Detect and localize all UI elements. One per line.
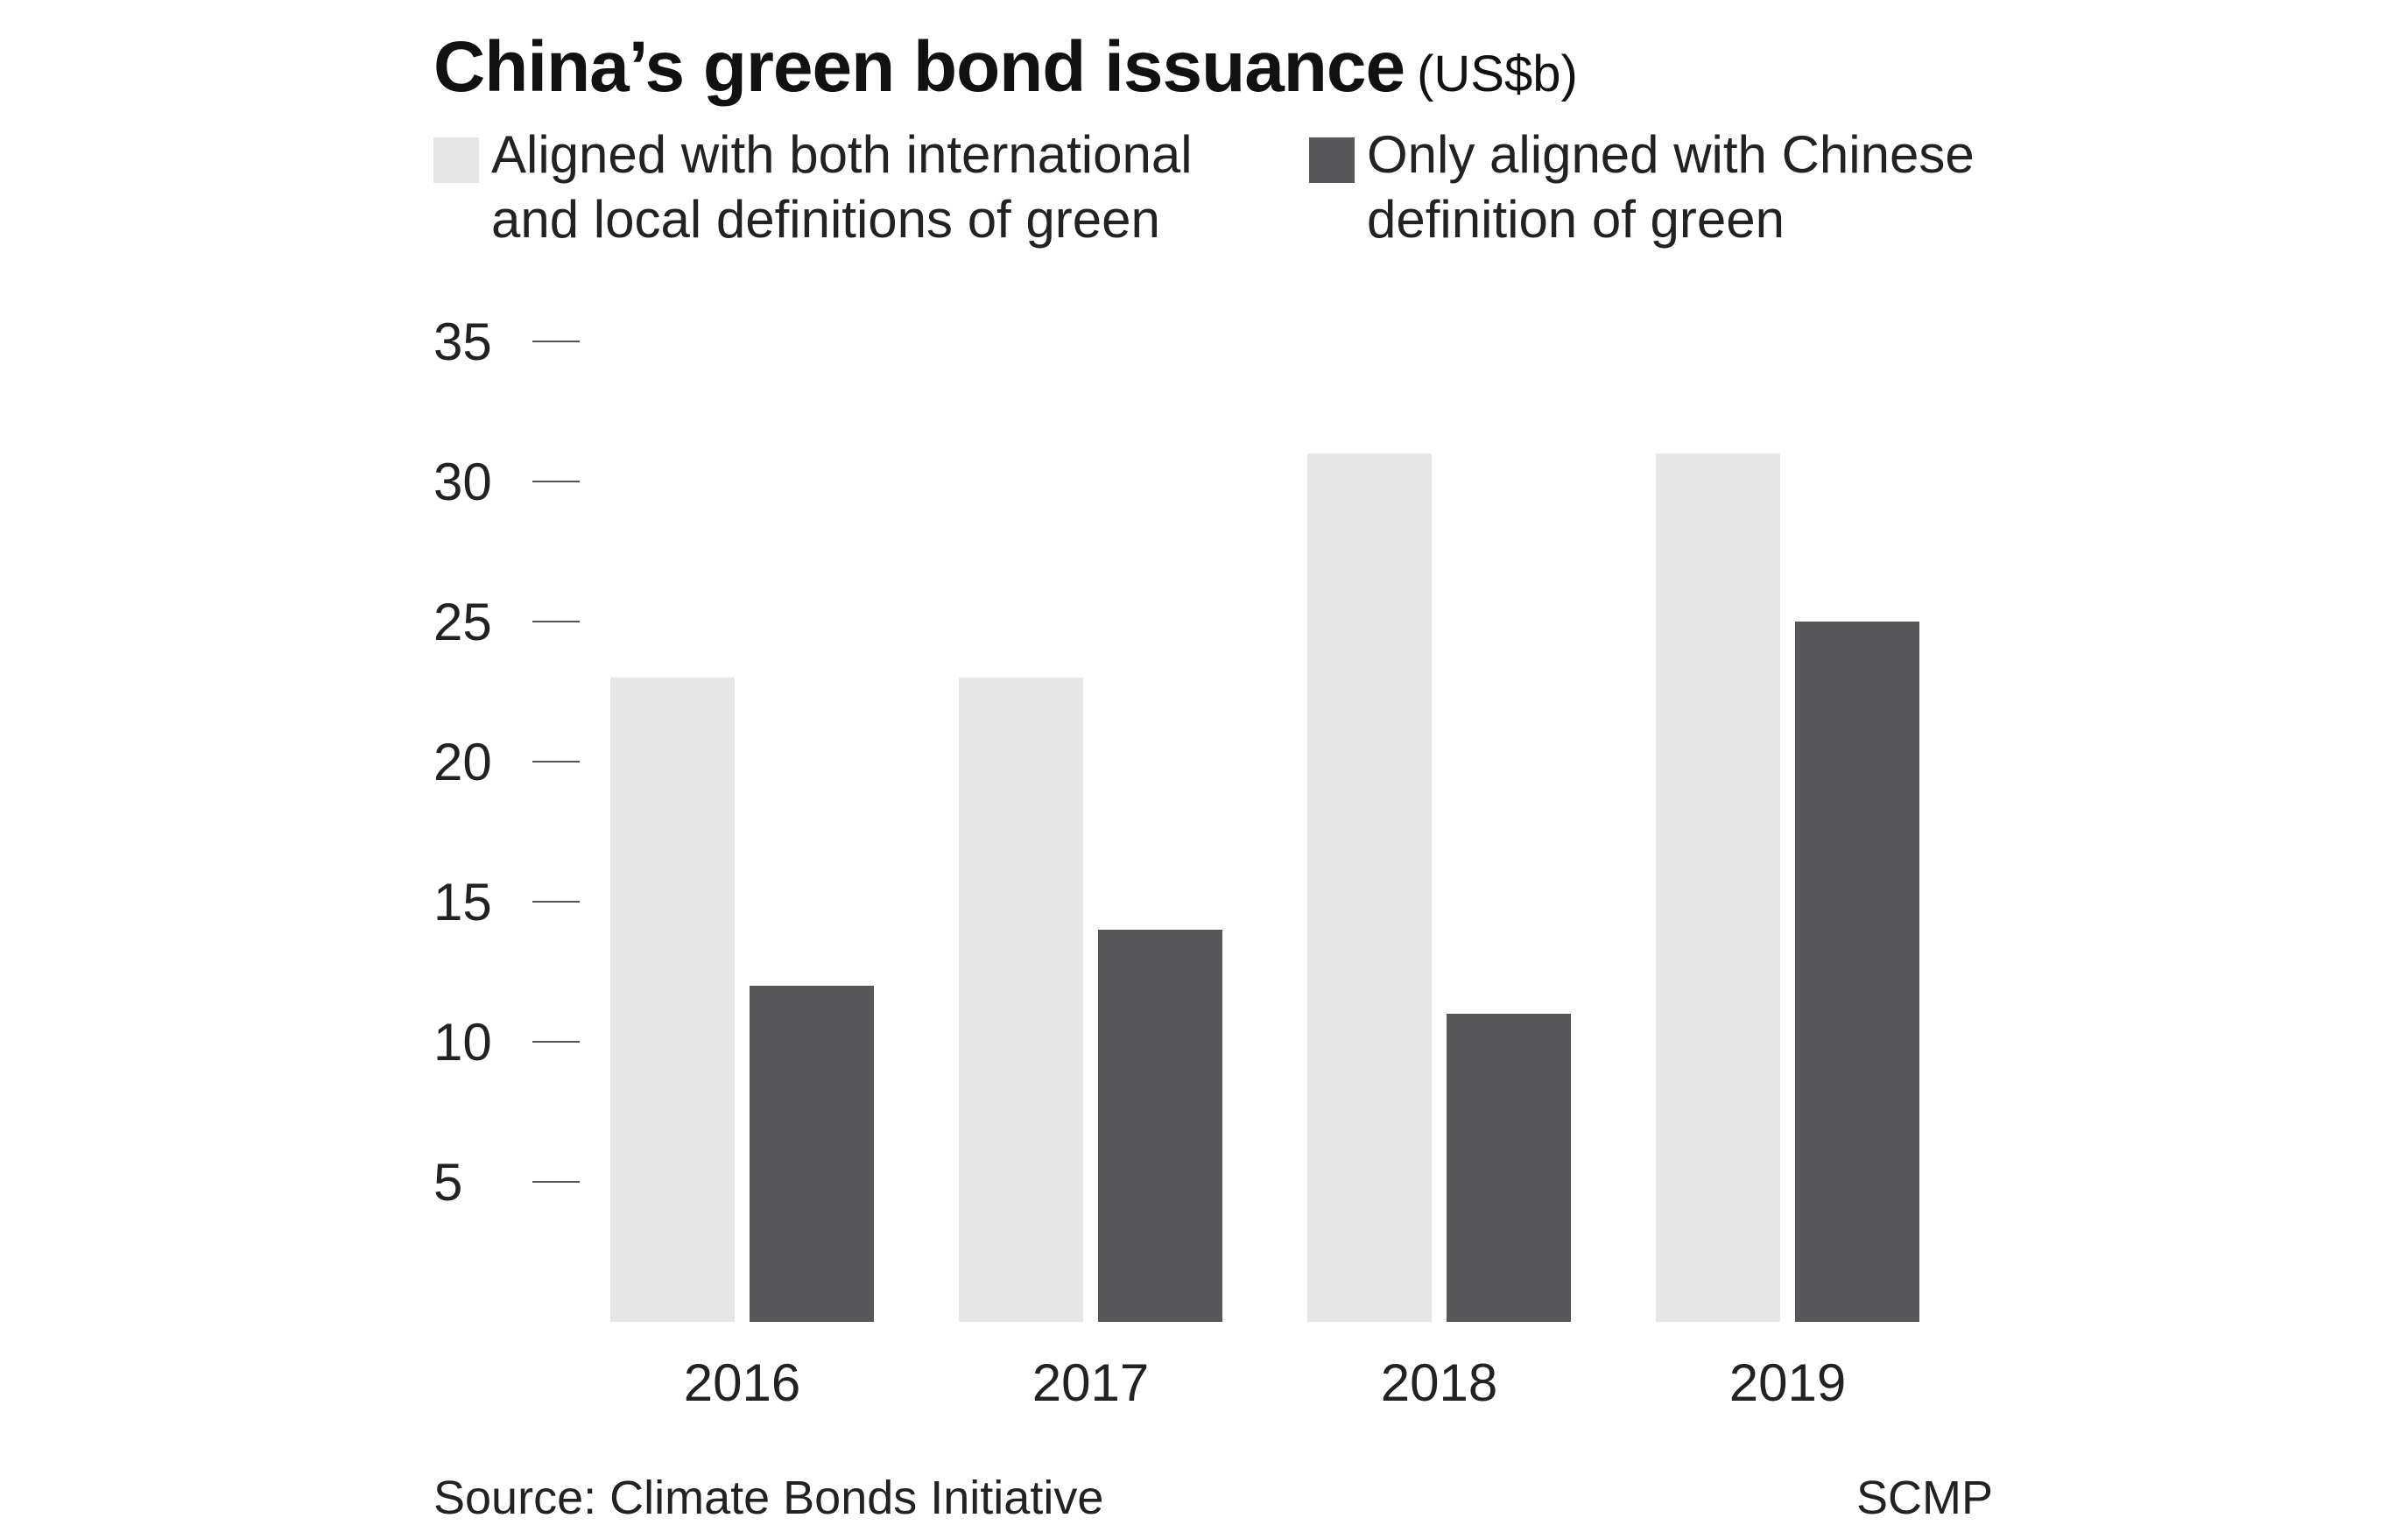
credit-note: SCMP — [1855, 1472, 1993, 1524]
chart-title-row: China’s green bond issuance (US$b) — [433, 26, 1578, 109]
y-tick-label: 30 — [433, 453, 492, 511]
chart-title: China’s green bond issuance — [433, 27, 1405, 107]
legend-label-line: definition of green — [1367, 190, 1785, 249]
bar-2018-series-2 — [1447, 1014, 1571, 1322]
bar-2017-series-1 — [959, 678, 1083, 1322]
bar-2017-series-2 — [1098, 930, 1222, 1322]
bar-2019-series-1 — [1656, 453, 1780, 1322]
x-tick-label: 2017 — [1032, 1353, 1149, 1412]
y-axis: 5 10 15 20 25 30 35 — [433, 313, 580, 1212]
y-tick-label: 25 — [433, 593, 492, 651]
bar-2016-series-1 — [610, 678, 735, 1322]
legend-label-chinese-only: Only aligned with Chinese definition of … — [1367, 123, 1975, 252]
legend-item-chinese-only: Only aligned with Chinese definition of … — [1309, 123, 1975, 252]
bar-2019-series-2 — [1795, 622, 1919, 1322]
y-tick-label: 10 — [433, 1013, 492, 1072]
legend-label-line: and local definitions of green — [491, 190, 1160, 249]
bar-2018-series-1 — [1307, 453, 1432, 1322]
legend-swatch-aligned-both — [433, 137, 479, 183]
x-tick-label: 2018 — [1381, 1353, 1497, 1412]
legend-label-line: Only aligned with Chinese — [1367, 125, 1975, 184]
x-tick-label: 2019 — [1729, 1353, 1846, 1412]
legend-item-aligned-both: Aligned with both international and loca… — [433, 123, 1193, 252]
bar-2016-series-2 — [750, 986, 874, 1322]
legend-swatch-chinese-only — [1309, 137, 1355, 183]
y-tick-label: 35 — [433, 313, 492, 371]
y-tick-label: 15 — [433, 873, 492, 931]
source-note: Source: Climate Bonds Initiative — [433, 1472, 1104, 1524]
bars — [610, 453, 1919, 1322]
chart-title-unit: (US$b) — [1417, 46, 1578, 102]
x-axis: 2016 2017 2018 2019 — [684, 1353, 1846, 1412]
y-tick-label: 20 — [433, 733, 492, 791]
legend-label-line: Aligned with both international — [491, 125, 1193, 184]
y-tick-label: 5 — [433, 1153, 462, 1212]
legend-label-aligned-both: Aligned with both international and loca… — [491, 123, 1193, 252]
x-tick-label: 2016 — [684, 1353, 800, 1412]
